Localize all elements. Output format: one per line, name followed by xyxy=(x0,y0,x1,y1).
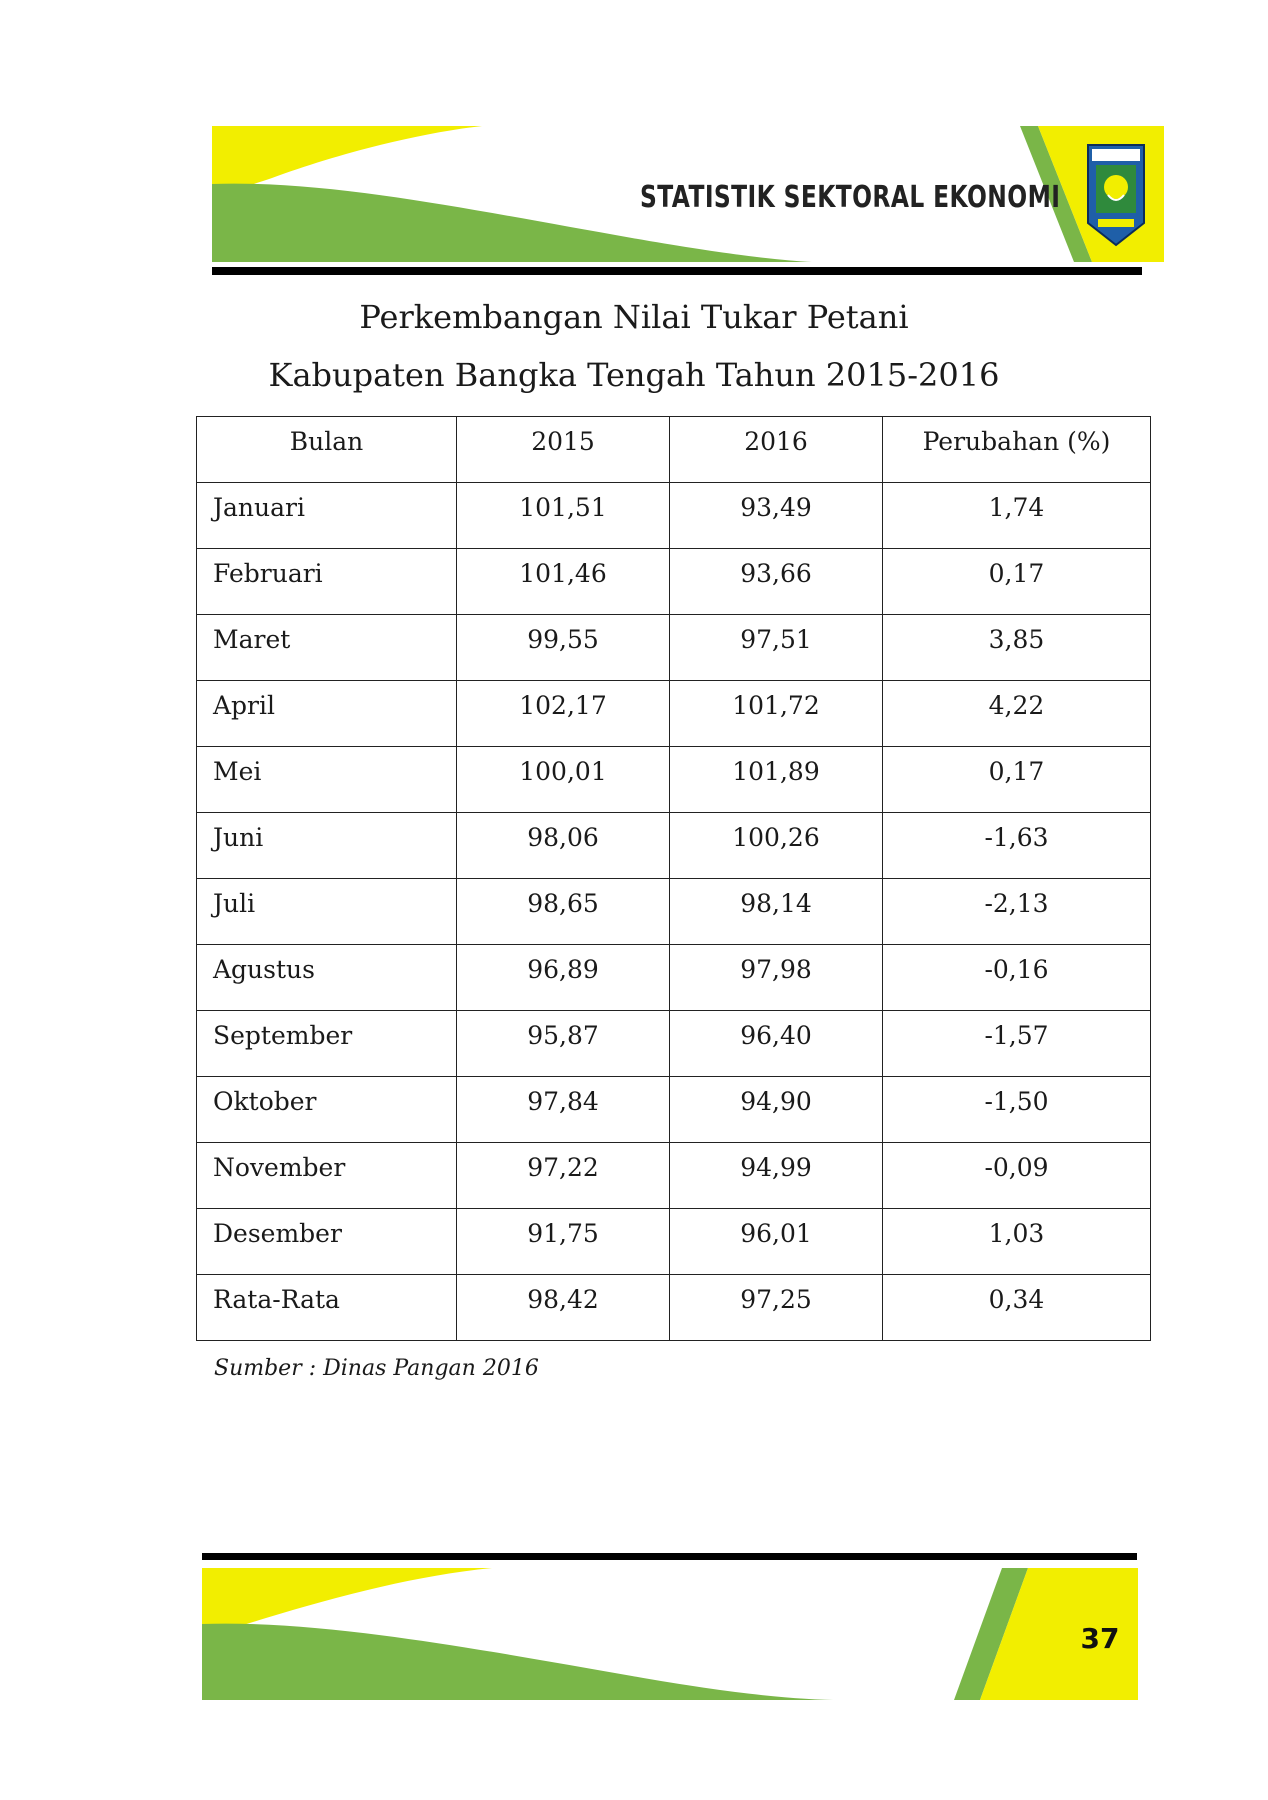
month-cell: Juni xyxy=(196,812,457,879)
value-2015-cell: 95,87 xyxy=(456,1010,670,1077)
value-2015-cell: 101,46 xyxy=(456,548,670,615)
document-subtitle: Kabupaten Bangka Tengah Tahun 2015-2016 xyxy=(268,356,1000,394)
value-2016-cell: 96,40 xyxy=(669,1010,883,1077)
table-row: April 102,17 101,72 4,22 xyxy=(196,680,1151,747)
table-row: Maret 99,55 97,51 3,85 xyxy=(196,614,1151,681)
table-row: Juni 98,06 100,26 -1,63 xyxy=(196,812,1151,879)
change-cell: -1,50 xyxy=(882,1076,1151,1143)
table-row: Januari 101,51 93,49 1,74 xyxy=(196,482,1151,549)
month-cell: Februari xyxy=(196,548,457,615)
value-2016-cell: 94,90 xyxy=(669,1076,883,1143)
change-cell: 1,03 xyxy=(882,1208,1151,1275)
table-row: September 95,87 96,40 -1,57 xyxy=(196,1010,1151,1077)
table-row: Juli 98,65 98,14 -2,13 xyxy=(196,878,1151,945)
value-2015-cell: 99,55 xyxy=(456,614,670,681)
table-row: Desember 91,75 96,01 1,03 xyxy=(196,1208,1151,1275)
change-cell: -1,57 xyxy=(882,1010,1151,1077)
table-header-row: Bulan 2015 2016 Perubahan (%) xyxy=(196,416,1151,483)
header-cell-2016: 2016 xyxy=(669,416,883,483)
value-2015-cell: 98,06 xyxy=(456,812,670,879)
value-2016-cell: 98,14 xyxy=(669,878,883,945)
change-cell: 0,17 xyxy=(882,746,1151,813)
change-cell: 0,17 xyxy=(882,548,1151,615)
value-2016-cell: 97,25 xyxy=(669,1274,883,1341)
header-rule xyxy=(212,267,1142,275)
header-cell-month: Bulan xyxy=(196,416,457,483)
change-cell: -1,63 xyxy=(882,812,1151,879)
value-2015-cell: 91,75 xyxy=(456,1208,670,1275)
table-row: Oktober 97,84 94,90 -1,50 xyxy=(196,1076,1151,1143)
header-cell-change: Perubahan (%) xyxy=(882,416,1151,483)
change-cell: 4,22 xyxy=(882,680,1151,747)
month-cell: Mei xyxy=(196,746,457,813)
table-source-note: Sumber : Dinas Pangan 2016 xyxy=(214,1356,539,1381)
document-title: Perkembangan Nilai Tukar Petani xyxy=(359,298,909,336)
value-2015-cell: 102,17 xyxy=(456,680,670,747)
change-cell: 0,34 xyxy=(882,1274,1151,1341)
table-row-average: Rata-Rata 98,42 97,25 0,34 xyxy=(196,1274,1151,1341)
change-cell: -2,13 xyxy=(882,878,1151,945)
value-2015-cell: 97,22 xyxy=(456,1142,670,1209)
footer-banner xyxy=(202,1568,1138,1700)
value-2016-cell: 101,72 xyxy=(669,680,883,747)
month-cell: Desember xyxy=(196,1208,457,1275)
value-2015-cell: 101,51 xyxy=(456,482,670,549)
value-2015-cell: 97,84 xyxy=(456,1076,670,1143)
value-2016-cell: 93,49 xyxy=(669,482,883,549)
month-cell: April xyxy=(196,680,457,747)
value-2015-cell: 98,65 xyxy=(456,878,670,945)
header-title: STATISTIK SEKTORAL EKONOMI xyxy=(640,180,1061,215)
month-cell: September xyxy=(196,1010,457,1077)
change-cell: -0,09 xyxy=(882,1142,1151,1209)
change-cell: 3,85 xyxy=(882,614,1151,681)
regency-emblem-icon xyxy=(1086,143,1146,247)
change-cell: 1,74 xyxy=(882,482,1151,549)
value-2015-cell: 98,42 xyxy=(456,1274,670,1341)
month-cell: Oktober xyxy=(196,1076,457,1143)
value-2016-cell: 93,66 xyxy=(669,548,883,615)
table-row: November 97,22 94,99 -0,09 xyxy=(196,1142,1151,1209)
table-row: Agustus 96,89 97,98 -0,16 xyxy=(196,944,1151,1011)
value-2016-cell: 94,99 xyxy=(669,1142,883,1209)
value-2016-cell: 97,51 xyxy=(669,614,883,681)
month-cell: Rata-Rata xyxy=(196,1274,457,1341)
change-cell: -0,16 xyxy=(882,944,1151,1011)
ntp-table: Bulan 2015 2016 Perubahan (%) Januari 10… xyxy=(196,416,1151,1341)
value-2015-cell: 100,01 xyxy=(456,746,670,813)
value-2016-cell: 97,98 xyxy=(669,944,883,1011)
value-2016-cell: 101,89 xyxy=(669,746,883,813)
month-cell: Januari xyxy=(196,482,457,549)
month-cell: Juli xyxy=(196,878,457,945)
table-row: Mei 100,01 101,89 0,17 xyxy=(196,746,1151,813)
table-row: Februari 101,46 93,66 0,17 xyxy=(196,548,1151,615)
value-2016-cell: 96,01 xyxy=(669,1208,883,1275)
value-2015-cell: 96,89 xyxy=(456,944,670,1011)
month-cell: Agustus xyxy=(196,944,457,1011)
footer-rule xyxy=(202,1553,1137,1560)
month-cell: November xyxy=(196,1142,457,1209)
value-2016-cell: 100,26 xyxy=(669,812,883,879)
footer-banner-graphic xyxy=(202,1568,1138,1700)
page-number: 37 xyxy=(1080,1622,1120,1655)
header-cell-2015: 2015 xyxy=(456,416,670,483)
month-cell: Maret xyxy=(196,614,457,681)
